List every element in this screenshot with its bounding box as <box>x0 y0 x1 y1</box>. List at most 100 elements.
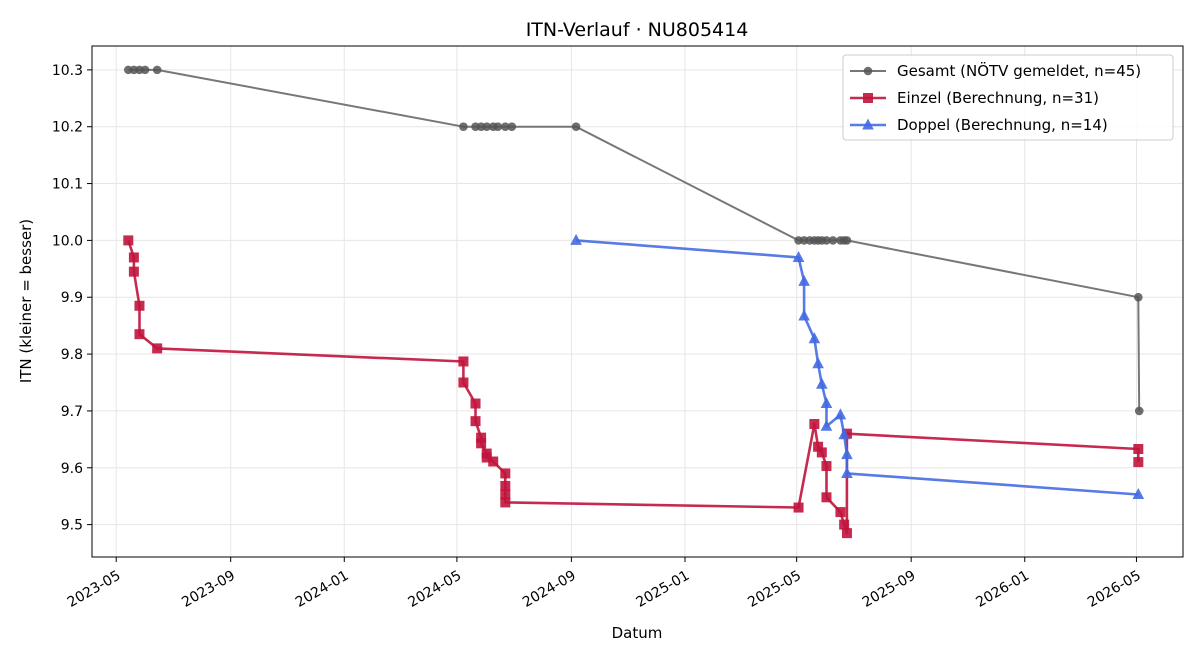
data-point <box>841 466 853 478</box>
x-axis: 2023-05 2023-09 2024-01 2024-05 2024-09 2025-… <box>65 557 1144 611</box>
x-tick-label: 2023-09 <box>179 568 238 611</box>
x-tick-label: 2025-09 <box>860 568 919 611</box>
data-point <box>500 497 511 508</box>
data-point <box>842 236 852 245</box>
data-point <box>821 492 832 503</box>
data-point <box>500 468 511 479</box>
data-point <box>476 432 487 443</box>
legend-label: Doppel (Berechnung, n=14) <box>897 116 1108 134</box>
y-tick-label: 10.1 <box>52 177 83 193</box>
y-tick-label: 10.3 <box>52 63 83 79</box>
data-point <box>821 461 832 472</box>
series-line <box>127 239 1140 535</box>
x-axis-title: Datum <box>612 624 663 642</box>
data-point <box>470 398 481 409</box>
y-tick-label: 9.9 <box>61 290 83 306</box>
data-point <box>482 122 491 132</box>
data-point <box>140 65 150 75</box>
legend: Gesamt (NÖTV gemeldet, n=45) Einzel (Bere… <box>842 54 1174 141</box>
data-point <box>792 250 805 262</box>
data-point <box>816 377 828 389</box>
data-point <box>813 441 824 452</box>
legend-marker <box>863 66 873 76</box>
data-point <box>1132 487 1145 499</box>
data-point <box>1134 406 1144 416</box>
data-point <box>839 519 850 530</box>
plot-frame <box>91 45 1184 558</box>
data-point <box>128 252 139 263</box>
data-point <box>501 122 510 132</box>
data-point <box>835 507 846 518</box>
data-point <box>1133 457 1144 468</box>
series-3 <box>570 233 1145 499</box>
legend-item: Gesamt (NÖTV gemeldet, n=45) <box>850 61 1141 80</box>
data-point <box>500 489 511 500</box>
data-point <box>820 397 833 409</box>
data-point <box>812 357 824 369</box>
data-point <box>134 329 145 340</box>
data-point <box>1133 444 1144 455</box>
data-point <box>458 377 469 388</box>
data-point <box>134 300 145 311</box>
data-point <box>493 122 503 132</box>
y-axis: 9.5 9.6 9.7 9.8 9.9 10.0 10.1 10.2 10.3 <box>52 63 92 534</box>
data-point <box>834 408 847 420</box>
x-tick-label: 2023-05 <box>65 568 124 611</box>
grid <box>92 46 1183 557</box>
data-point <box>152 65 162 75</box>
series-2 <box>123 235 1144 539</box>
legend-marker <box>863 93 873 103</box>
series-line <box>576 239 1139 496</box>
x-tick-label: 2025-05 <box>745 568 804 611</box>
data-point <box>481 452 492 463</box>
data-point <box>816 447 827 458</box>
data-point <box>841 528 852 539</box>
y-tick-label: 10.2 <box>52 120 83 136</box>
chart-title: ITN-Verlauf · NU805414 <box>526 19 749 41</box>
legend-marker <box>862 118 874 130</box>
x-tick-label: 2026-01 <box>973 568 1032 611</box>
x-tick-label: 2025-01 <box>634 568 693 611</box>
x-tick-label: 2024-01 <box>293 568 352 611</box>
y-axis-title: ITN (kleiner = besser) <box>17 219 35 383</box>
data-point <box>838 428 850 440</box>
data-point <box>809 418 820 429</box>
series-1 <box>124 65 1144 416</box>
data-point <box>822 236 831 245</box>
data-point <box>798 274 810 286</box>
data-point <box>488 456 499 467</box>
data-point <box>571 122 581 132</box>
data-point <box>458 356 469 367</box>
legend-item: Doppel (Berechnung, n=14) <box>850 116 1108 134</box>
x-tick-label: 2024-09 <box>520 568 579 611</box>
data-point <box>507 122 517 132</box>
data-point <box>459 122 468 132</box>
data-point <box>470 416 481 427</box>
data-point <box>820 419 833 431</box>
data-point <box>476 438 487 449</box>
data-point <box>841 448 853 460</box>
data-point <box>152 343 163 354</box>
y-tick-label: 9.5 <box>61 518 83 534</box>
y-tick-label: 10.0 <box>52 233 83 249</box>
y-tick-label: 9.8 <box>61 347 83 363</box>
data-point <box>808 332 821 344</box>
data-point <box>1134 292 1143 302</box>
legend-label: Gesamt (NÖTV gemeldet, n=45) <box>897 61 1141 80</box>
data-point <box>793 502 804 513</box>
data-point <box>123 235 134 246</box>
legend-box <box>842 54 1174 141</box>
data-point <box>828 236 838 245</box>
data-point <box>500 480 511 491</box>
x-tick-label: 2024-05 <box>405 568 464 611</box>
x-tick-label: 2026-05 <box>1085 568 1144 611</box>
legend-label: Einzel (Berechnung, n=31) <box>897 89 1099 107</box>
data-point <box>570 233 582 245</box>
legend-item: Einzel (Berechnung, n=31) <box>850 89 1099 107</box>
y-tick-label: 9.6 <box>61 461 83 477</box>
series-layer <box>123 65 1145 539</box>
data-point <box>128 266 139 277</box>
data-point <box>798 309 810 321</box>
y-tick-label: 9.7 <box>61 404 83 420</box>
